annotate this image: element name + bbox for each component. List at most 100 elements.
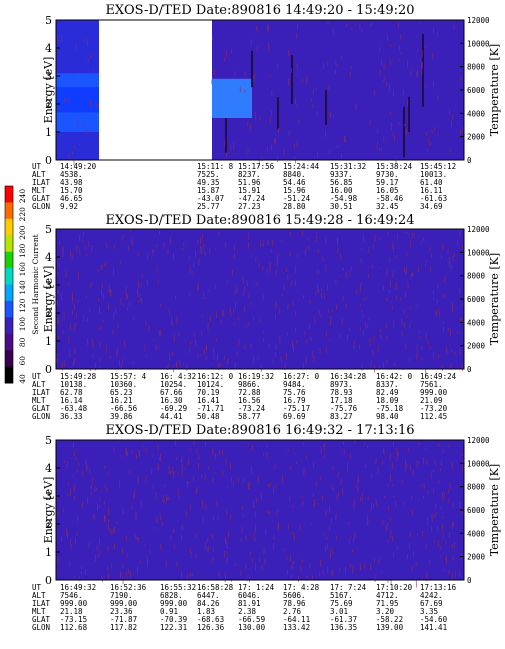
heatmap-speck	[451, 543, 453, 549]
colorbar-tick-label: 180	[18, 244, 27, 259]
table-cell: 10360.	[110, 380, 137, 389]
heatmap-speck	[71, 151, 73, 155]
table-cell: 78.96	[283, 599, 306, 608]
y-axis-label: Energy [eV]	[42, 477, 55, 544]
table-cell: 5167.	[330, 591, 353, 600]
table-cell: 2.38	[238, 607, 257, 616]
table-cell: 15.91	[238, 186, 261, 195]
heatmap-speck	[204, 441, 206, 448]
table-cell: 46.65	[60, 194, 83, 203]
table-cell: 59.17	[376, 178, 399, 187]
y-axis-label: Energy [eV]	[42, 57, 55, 124]
table-cell: -73.20	[420, 404, 448, 413]
table-cell: 15:24:44	[283, 162, 320, 171]
table-cell: -69.29	[160, 404, 187, 413]
y2-tick-label: 8000	[467, 483, 486, 492]
heatmap-speck	[379, 328, 382, 333]
table-cell: -71.87	[110, 615, 137, 624]
table-cell: 17: 1:24	[238, 583, 275, 592]
heatmap-speck	[140, 501, 142, 507]
heatmap-speck	[406, 252, 408, 257]
table-cell: -63.48	[60, 404, 88, 413]
heatmap-speck	[288, 130, 290, 136]
heatmap-speck	[73, 485, 76, 492]
heatmap-speck	[380, 147, 382, 152]
heatmap-speck	[395, 282, 397, 290]
heatmap-speck	[368, 317, 370, 321]
table-row-label: ILAT	[32, 178, 51, 187]
heatmap-speck	[126, 307, 128, 311]
table-cell: -54.60	[420, 615, 448, 624]
colorbar-swatch	[5, 186, 13, 203]
table-cell: 10013.	[420, 170, 447, 179]
heatmap-speck	[247, 443, 249, 446]
heatmap-speck	[323, 443, 326, 451]
table-cell: -58.46	[376, 194, 404, 203]
heatmap-speck	[337, 491, 339, 497]
table-cell: 17: 7:24	[330, 583, 367, 592]
table-cell: 130.00	[238, 623, 266, 632]
heatmap-speck	[191, 573, 193, 577]
colorbar-tick-label: 200	[18, 225, 27, 240]
table-cell: 4538.	[60, 170, 83, 179]
panel-1: EXOS-D/TED Date:890816 14:49:20 - 15:49:…	[32, 3, 501, 211]
table-row-label: ALT	[32, 170, 46, 179]
heatmap-speck	[185, 510, 187, 518]
table-cell: 15:49:28	[60, 372, 97, 381]
panel-title: EXOS-D/TED Date:890816 15:49:28 - 16:49:…	[105, 213, 414, 228]
table-cell: 16:52:36	[110, 583, 147, 592]
heatmap-speck	[160, 543, 162, 551]
heatmap-speck	[117, 323, 119, 329]
colorbar: 40 60 80 100 120 140 160 180 200 220 240 Second Har…	[4, 185, 40, 384]
colorbar-tick-label: 140	[18, 280, 27, 295]
table-row-label: ILAT	[32, 388, 51, 397]
heatmap-speck	[322, 62, 325, 69]
panel-title: EXOS-D/TED Date:890816 16:49:32 - 17:13:…	[105, 423, 414, 438]
heatmap-speck	[107, 303, 109, 311]
table-cell: 16:12: 0	[197, 372, 234, 381]
table-cell: 72.88	[238, 388, 261, 397]
table-cell: 16:42: 0	[376, 372, 413, 381]
heatmap-speck	[449, 149, 451, 152]
table-cell: 15:31:32	[330, 162, 366, 171]
y-tick-label: 3	[45, 70, 52, 83]
heatmap-speck	[296, 63, 298, 72]
table-cell: 16:27: 0	[283, 372, 320, 381]
table-row-label: ILAT	[32, 599, 51, 608]
table-cell: 14:49:20	[60, 162, 97, 171]
table-cell: 8237.	[238, 170, 261, 179]
table-cell: 8840.	[283, 170, 306, 179]
table-cell: 32.45	[376, 202, 399, 211]
y2-tick-label: 2000	[467, 133, 486, 142]
heatmap-speck	[378, 364, 380, 368]
table-cell: 0.91	[160, 607, 178, 616]
table-cell: 6828.	[160, 591, 183, 600]
table-cell: 6447.	[197, 591, 220, 600]
table-cell: -70.39	[160, 615, 187, 624]
colorbar-swatch	[5, 251, 13, 269]
table-row-label: UT	[32, 162, 42, 171]
heatmap-speck	[401, 318, 403, 326]
heatmap-speck	[277, 527, 279, 532]
table-cell: 21.09	[420, 396, 443, 405]
heatmap-speck	[328, 504, 331, 513]
table-cell: 4712.	[376, 591, 399, 600]
heatmap-speck	[200, 353, 202, 357]
table-cell: 16.30	[160, 396, 183, 405]
heatmap-data-gap	[99, 20, 212, 160]
table-cell: 141.41	[420, 623, 447, 632]
colorbar-swatch	[5, 202, 13, 220]
heatmap-speck	[401, 329, 403, 337]
table-cell: 50.48	[197, 412, 220, 421]
table-cell: 3.20	[376, 607, 395, 616]
table-cell: 18.09	[376, 396, 399, 405]
y2-axis-label: Temperature [K]	[488, 253, 501, 345]
heatmap-band-mid	[212, 78, 252, 118]
panel-3: EXOS-D/TED Date:890816 16:49:32 - 17:13:…	[32, 423, 501, 632]
heatmap-speck	[255, 497, 257, 503]
heatmap-speck	[398, 22, 400, 29]
table-cell: 999.00	[420, 388, 448, 397]
colorbar-swatch	[5, 284, 13, 302]
heatmap-background	[56, 440, 464, 580]
heatmap-speck	[350, 563, 352, 568]
